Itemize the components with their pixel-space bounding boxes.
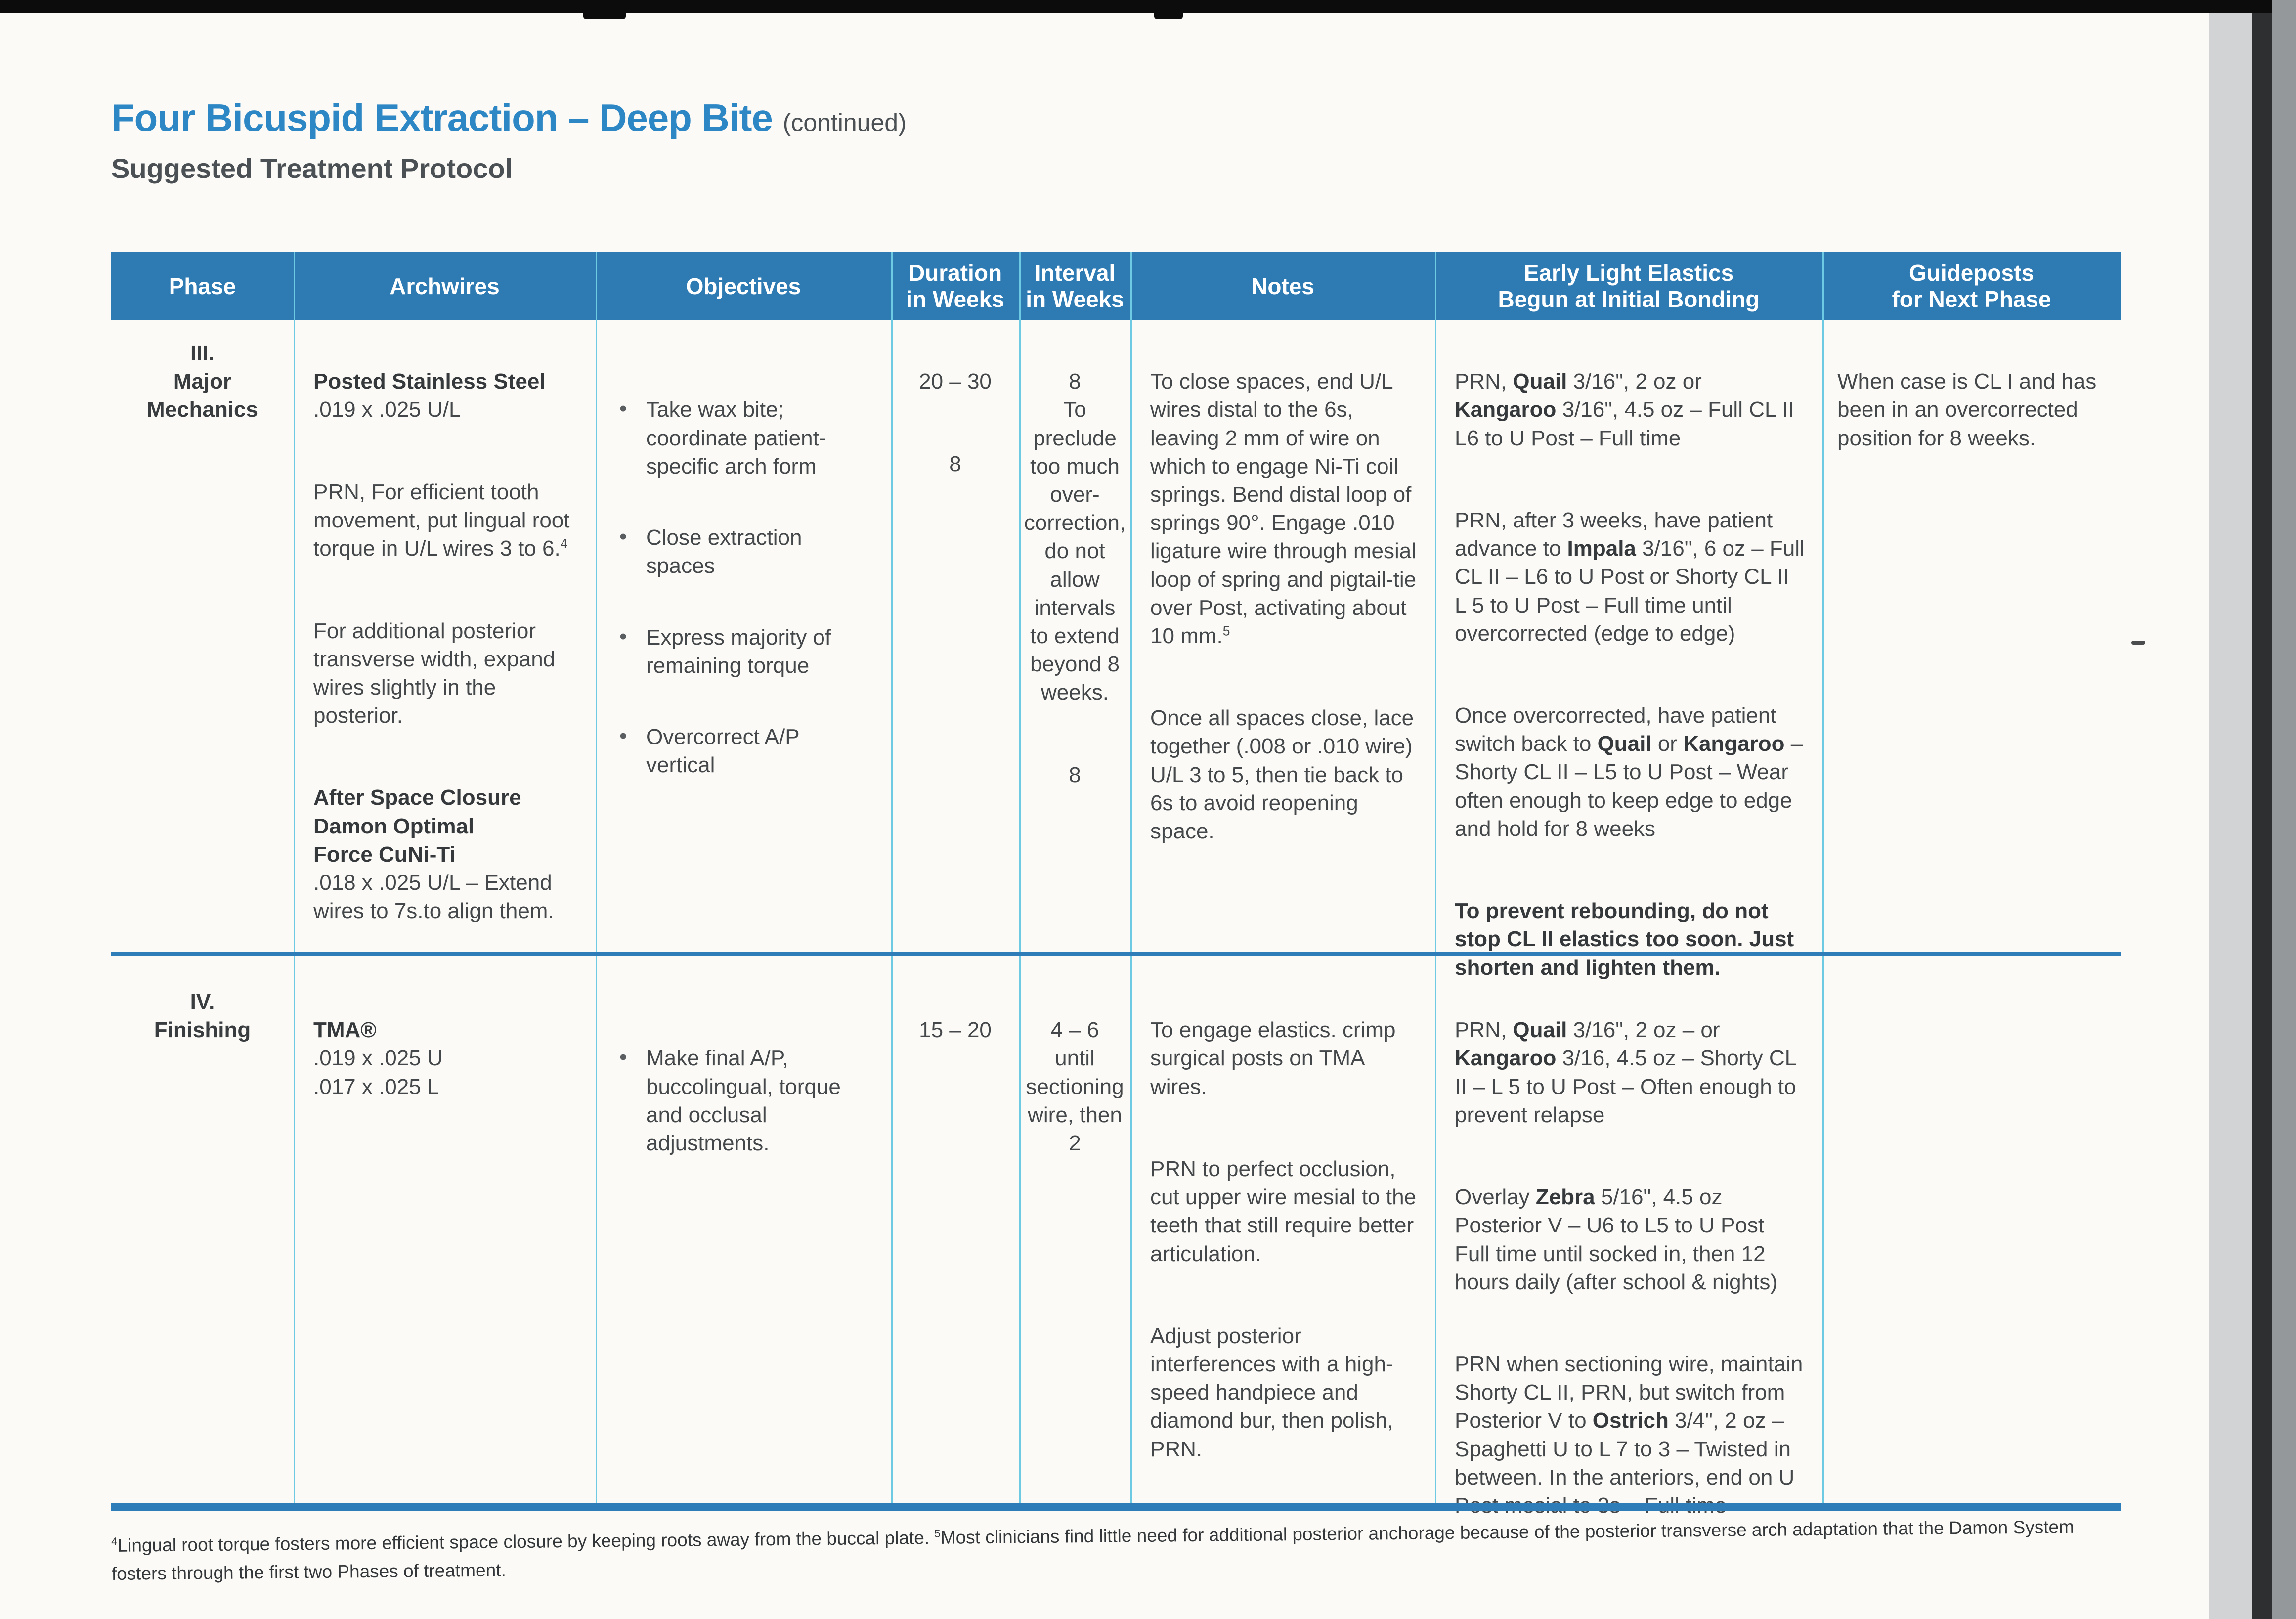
header-notes: Notes bbox=[1251, 273, 1314, 299]
elastics-iv-quail: PRN, Quail 3/16", 2 oz – or Kangaroo 3/1… bbox=[1455, 1018, 1796, 1127]
objectives-list-iii: Take wax bite; coordinate patient-specif… bbox=[615, 367, 874, 823]
column-rule bbox=[596, 252, 597, 1503]
header-elastics: Early Light Elastics Begun at Initial Bo… bbox=[1498, 260, 1760, 312]
elastics-iv-zebra: Overlay Zebra 5/16", 4.5 oz Posterior V … bbox=[1455, 1185, 1777, 1294]
cell-duration-iii: 20 – 30 8 bbox=[891, 320, 1019, 952]
cell-interval-iv: 4 – 6 until sectioning wire, then 2 bbox=[1019, 969, 1130, 1503]
elastics-iii-switch-back: Once overcorrected, have patient switch … bbox=[1455, 703, 1803, 841]
cell-phase-iv: IV. Finishing bbox=[154, 990, 251, 1043]
cell-objectives-iv: Make final A/P, buccolingual, torque and… bbox=[596, 969, 891, 1503]
cell-phase-iii: III. Major Mechanics bbox=[147, 341, 258, 422]
header-interval: Interval in Weeks bbox=[1026, 260, 1124, 312]
elastics-iii-quail: PRN, Quail 3/16", 2 oz or Kangaroo 3/16"… bbox=[1455, 369, 1794, 450]
cell-duration-iv: 15 – 20 bbox=[891, 969, 1019, 1503]
column-rule bbox=[1130, 252, 1132, 1503]
archwires-iii-after-closure: After Space Closure Damon Optimal Force … bbox=[313, 786, 554, 923]
scanner-edge-dark bbox=[2252, 0, 2272, 1619]
header-objectives: Objectives bbox=[686, 273, 801, 299]
objective-item: Make final A/P, buccolingual, torque and… bbox=[615, 1043, 874, 1157]
page-title: Four Bicuspid Extraction – Deep Bite (co… bbox=[111, 96, 907, 139]
scanner-edge-light bbox=[2209, 0, 2252, 1619]
elastics-iv-ostrich: PRN when sectioning wire, maintain Short… bbox=[1455, 1352, 1803, 1518]
table-bottom-bar bbox=[111, 1503, 2121, 1511]
cell-notes-iii: To close spaces, end U/L wires distal to… bbox=[1130, 320, 1435, 952]
elastics-iii-rebounding: To prevent rebounding, do not stop CL II… bbox=[1455, 899, 1794, 980]
duration-iii-main: 20 – 30 bbox=[919, 369, 992, 394]
treatment-protocol-table: Phase Archwires Objectives Duration in W… bbox=[111, 252, 2121, 1518]
guideposts-iii-text: When case is CL I and has been in an ove… bbox=[1837, 369, 2097, 450]
objectives-list-iv: Make final A/P, buccolingual, torque and… bbox=[615, 1016, 874, 1200]
objective-item: Take wax bite; coordinate patient-specif… bbox=[615, 394, 874, 481]
cell-objectives-iii: Take wax bite; coordinate patient-specif… bbox=[596, 320, 891, 952]
notes-iii-spaces: To close spaces, end U/L wires distal to… bbox=[1150, 369, 1417, 648]
interval-iii-sub: 8 bbox=[1069, 762, 1081, 787]
cell-archwires-iv: TMA® .019 x .025 U .017 x .025 L bbox=[294, 969, 596, 1503]
objective-item: Overcorrect A/P vertical bbox=[615, 722, 874, 779]
cell-elastics-iii: PRN, Quail 3/16", 2 oz or Kangaroo 3/16"… bbox=[1435, 320, 1822, 979]
column-rule bbox=[294, 252, 295, 1503]
notes-iv-adjust: Adjust posterior interferences with a hi… bbox=[1150, 1323, 1393, 1461]
notes-iv-engage: To engage elastics. crimp surgical posts… bbox=[1150, 1018, 1396, 1099]
archwires-iii-expand: For additional posterior transverse widt… bbox=[313, 618, 556, 728]
duration-iv-main: 15 – 20 bbox=[919, 1018, 992, 1043]
header-archwires: Archwires bbox=[390, 273, 500, 299]
notes-iv-perfect-occlusion: PRN to perfect occlusion, cut upper wire… bbox=[1150, 1156, 1417, 1266]
header-guideposts: Guideposts for Next Phase bbox=[1892, 260, 2051, 312]
page-title-main: Four Bicuspid Extraction – Deep Bite bbox=[111, 96, 773, 139]
scanner-top-edge bbox=[0, 0, 2272, 13]
page-subtitle: Suggested Treatment Protocol bbox=[111, 153, 513, 184]
cell-guideposts-iv bbox=[1822, 969, 2121, 1503]
header-phase: Phase bbox=[169, 273, 236, 299]
column-rule bbox=[1435, 252, 1436, 1503]
cell-elastics-iv: PRN, Quail 3/16", 2 oz – or Kangaroo 3/1… bbox=[1435, 969, 1822, 1518]
interval-iv-main: 4 – 6 until sectioning wire, then 2 bbox=[1026, 1018, 1124, 1155]
column-rule bbox=[1019, 252, 1021, 1503]
objective-item: Close extraction spaces bbox=[615, 523, 874, 580]
cell-archwires-iii: Posted Stainless Steel .019 x .025 U/L P… bbox=[294, 320, 596, 952]
duration-iii-sub: 8 bbox=[949, 451, 961, 476]
elastics-iii-impala: PRN, after 3 weeks, have patient advance… bbox=[1455, 508, 1805, 646]
table-header-band bbox=[111, 252, 2121, 320]
objective-item: Express majority of remaining torque bbox=[615, 622, 874, 680]
column-rule bbox=[891, 252, 893, 1503]
archwires-iii-prn: PRN, For efficient tooth movement, put l… bbox=[313, 480, 570, 561]
page-title-continued: (continued) bbox=[782, 109, 907, 136]
scan-artifact bbox=[583, 13, 626, 19]
notes-iii-lace: Once all spaces close, lace together (.0… bbox=[1150, 706, 1414, 843]
scan-artifact-dash bbox=[2131, 641, 2145, 645]
footnote: 4Lingual root torque fosters more effici… bbox=[111, 1516, 2075, 1584]
scan-artifact bbox=[1154, 13, 1183, 19]
column-rule bbox=[1822, 252, 1824, 1503]
row-divider bbox=[111, 952, 2121, 956]
archwires-iv-wire: TMA® .019 x .025 U .017 x .025 L bbox=[313, 1018, 443, 1099]
header-duration: Duration in Weeks bbox=[906, 260, 1004, 312]
cell-guideposts-iii: When case is CL I and has been in an ove… bbox=[1822, 320, 2121, 952]
scanner-edge-mid bbox=[2272, 0, 2296, 1619]
interval-iii-main: 8 To preclude too much over-correction, … bbox=[1024, 369, 1126, 705]
paper-sheet: Four Bicuspid Extraction – Deep Bite (co… bbox=[0, 0, 2209, 1619]
cell-notes-iv: To engage elastics. crimp surgical posts… bbox=[1130, 969, 1435, 1503]
cell-interval-iii: 8 To preclude too much over-correction, … bbox=[1019, 320, 1130, 952]
archwires-iii-wire: Posted Stainless Steel .019 x .025 U/L bbox=[313, 369, 546, 422]
